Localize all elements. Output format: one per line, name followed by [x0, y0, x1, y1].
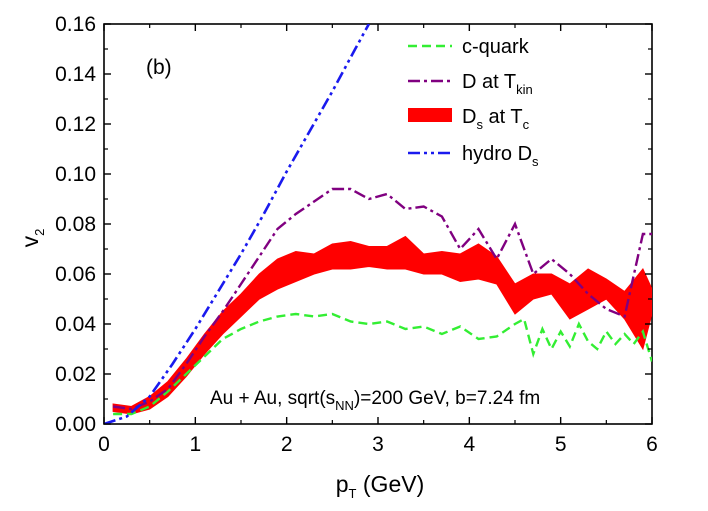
y-tick-label: 0.06	[55, 263, 96, 286]
x-tick-label: 2	[281, 433, 293, 456]
collision-annotation: Au + Au, sqrt(sNN)=200 GeV, b=7.24 fm	[210, 388, 540, 413]
x-axis-title: pT (GeV)	[336, 471, 424, 501]
legend-label-dtkin: D at Tkin	[462, 71, 533, 97]
series-line-cquark	[113, 312, 652, 416]
legend-label-hydro: hydro Ds	[462, 143, 539, 169]
legend-label-cquark: c-quark	[462, 36, 530, 58]
y-tick-label: 0.10	[55, 163, 96, 186]
legend: c-quark D at Tkin Ds at Tc hydro Ds	[408, 36, 539, 169]
panel-label: (b)	[146, 56, 172, 79]
y-tick-label: 0.00	[55, 413, 96, 436]
x-tick-label: 5	[555, 433, 567, 456]
y-tick-label: 0.02	[55, 363, 96, 386]
band-layer	[112, 235, 652, 415]
y-axis-ticks: 0.00 0.02 0.04 0.06 0.08 0.10 0.12 0.14 0.16	[55, 13, 652, 436]
x-tick-label: 6	[646, 433, 658, 456]
legend-label-dstc: Ds at Tc	[462, 106, 530, 132]
y-tick-label: 0.04	[55, 313, 96, 336]
x-tick-label: 0	[98, 433, 110, 456]
y-tick-label: 0.08	[55, 213, 96, 236]
y-tick-label: 0.12	[55, 113, 96, 136]
y-axis-title: v2	[17, 229, 47, 248]
x-axis-ticks: 0 1 2 3 4 5 6	[98, 24, 658, 456]
line-layer	[104, 24, 652, 424]
y-tick-label: 0.14	[55, 63, 96, 86]
y-tick-label: 0.16	[55, 13, 96, 36]
legend-swatch-dstc	[408, 108, 452, 122]
x-tick-label: 1	[189, 433, 201, 456]
series-band-dstc	[112, 235, 652, 415]
series-line-hydro	[104, 24, 371, 424]
x-tick-label: 4	[463, 433, 475, 456]
series-line-dtkin	[112, 187, 652, 411]
x-tick-label: 3	[372, 433, 384, 456]
